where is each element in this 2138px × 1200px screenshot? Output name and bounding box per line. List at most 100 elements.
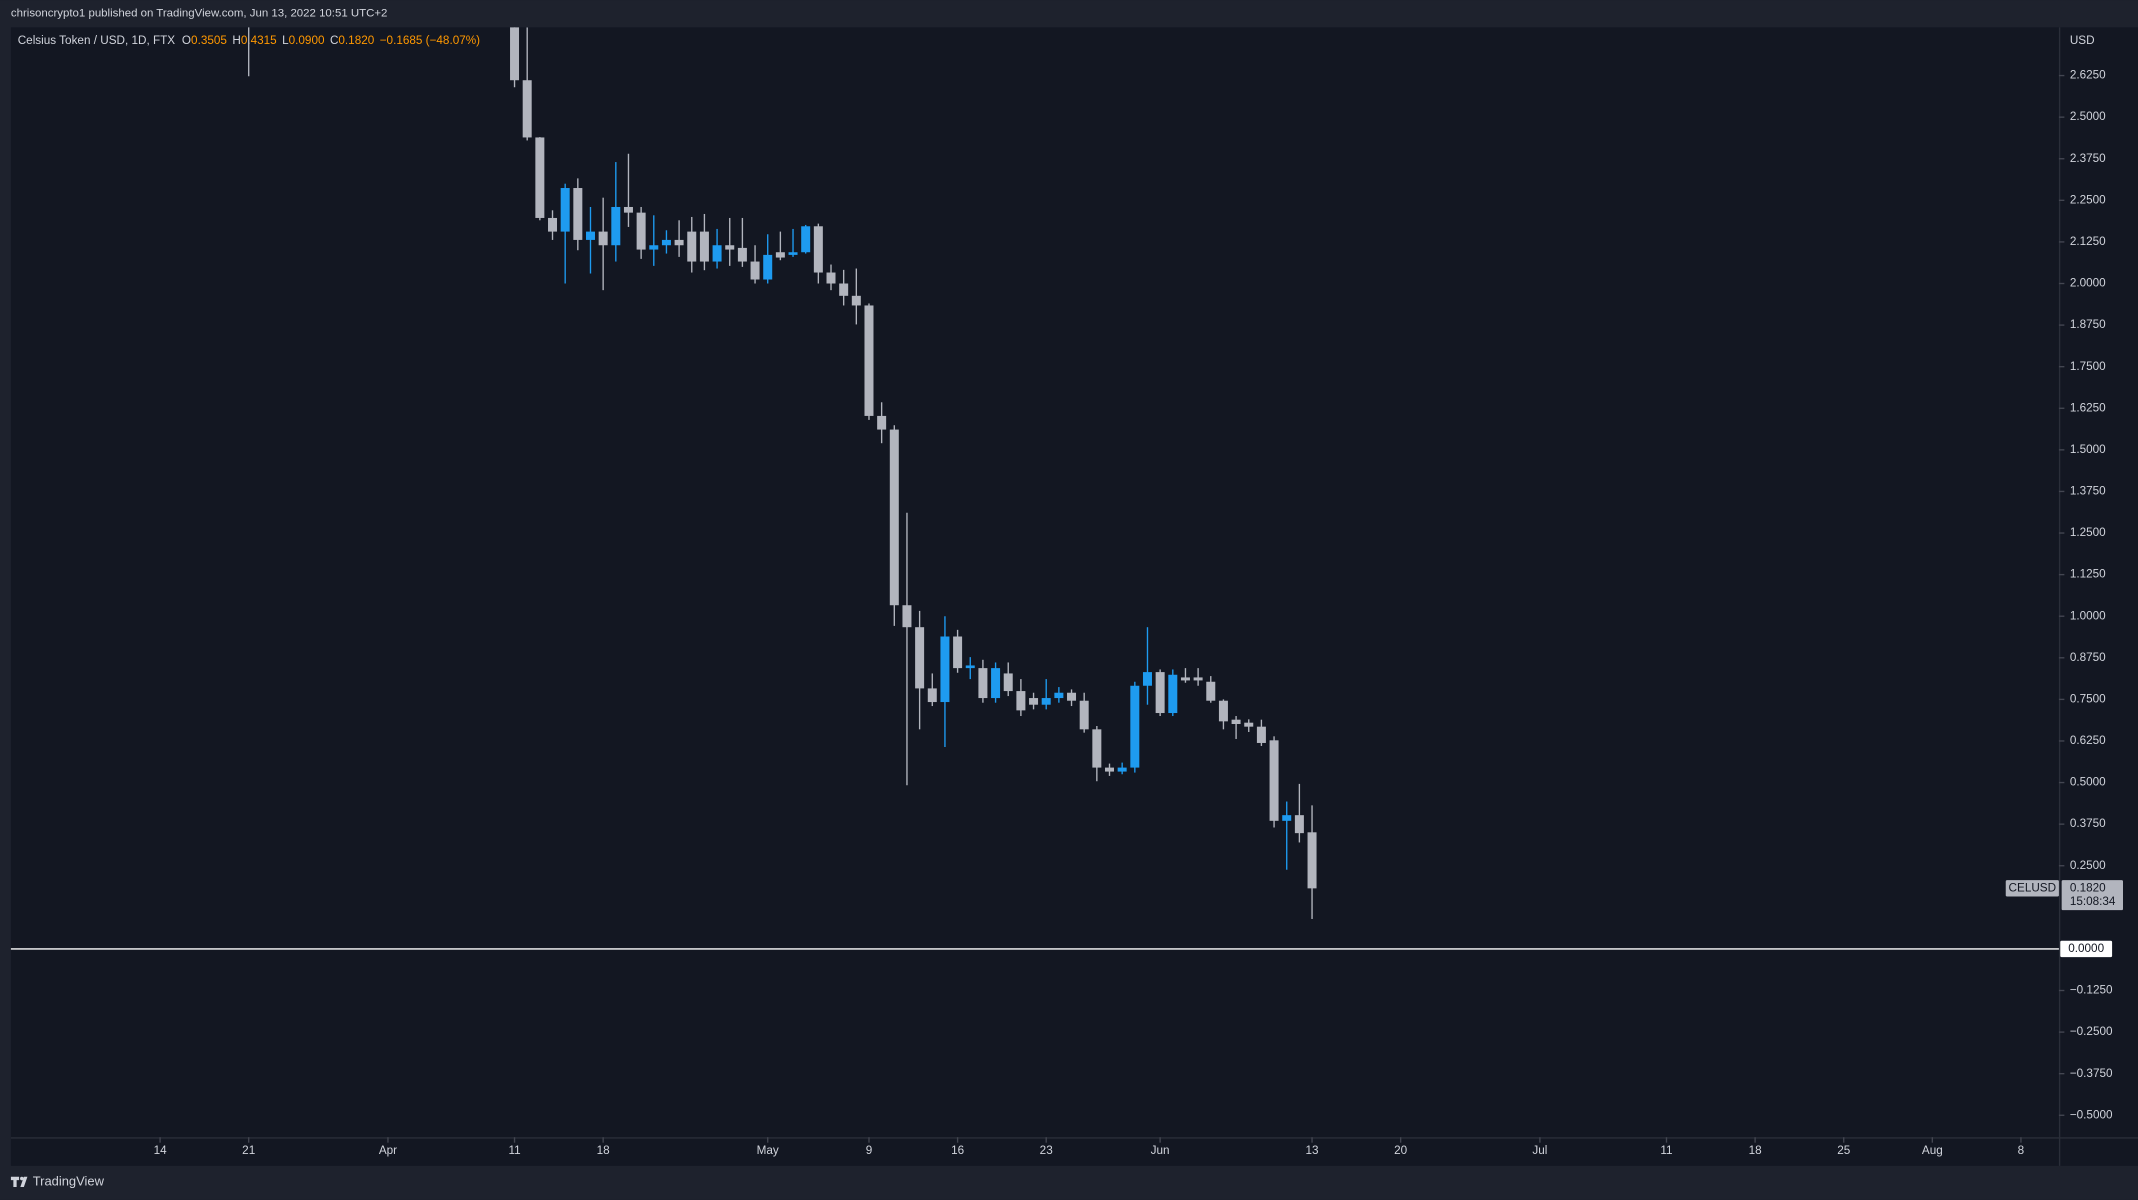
candle-body: [813, 226, 823, 273]
candle-body: [1294, 815, 1304, 834]
y-tick-label: 0.2500: [2070, 859, 2106, 872]
brand: TradingView: [33, 1174, 105, 1189]
ohlc-label: C: [330, 34, 339, 47]
x-tick-label: 25: [1837, 1144, 1851, 1157]
candle-body: [864, 305, 874, 416]
candle-body: [1269, 740, 1279, 821]
y-tick-label: −0.3750: [2070, 1067, 2113, 1080]
x-tick-label: Jun: [1151, 1144, 1170, 1157]
candle-body: [1180, 677, 1190, 681]
candle-body: [877, 415, 887, 430]
x-tick-label: 21: [242, 1144, 255, 1157]
x-tick-label: 8: [2018, 1144, 2025, 1157]
candle-body: [623, 206, 633, 213]
y-tick-label: 2.5000: [2070, 110, 2106, 123]
y-tick-label: 2.3750: [2070, 152, 2106, 165]
candle-body: [953, 636, 963, 669]
y-tick-label: 0.5000: [2070, 776, 2106, 789]
candle-body: [1307, 832, 1317, 889]
candle-body: [826, 272, 836, 284]
price-tag-box: [2061, 880, 2124, 911]
x-tick-label: Jul: [1532, 1144, 1547, 1157]
candle-body: [1256, 726, 1266, 743]
x-tick-label: Apr: [379, 1144, 397, 1157]
x-tick-label: 16: [951, 1144, 964, 1157]
x-tick-label: 18: [597, 1144, 611, 1157]
candle-body: [1079, 700, 1089, 730]
candle-body: [763, 254, 773, 280]
candle-body: [1142, 672, 1152, 686]
price-tag-value: 0.1820: [2070, 881, 2106, 894]
candle-body: [573, 188, 583, 240]
x-tick-label: May: [757, 1144, 779, 1157]
x-tick-label: 14: [154, 1144, 168, 1157]
x-tick-label: 9: [866, 1144, 873, 1157]
candle-body: [1231, 719, 1241, 725]
y-tick-label: 1.0000: [2070, 609, 2106, 622]
y-tick-label: 2.2500: [2070, 193, 2106, 206]
attribution: chrisoncrypto1 published on TradingView.…: [11, 8, 388, 20]
hline-tag: [2060, 940, 2113, 958]
y-tick-label: 0.7500: [2070, 692, 2106, 705]
candle-body: [1117, 767, 1127, 772]
candle-body: [1168, 674, 1178, 714]
y-unit: USD: [2070, 34, 2095, 47]
candle-body: [611, 206, 621, 246]
candle-body: [1105, 767, 1115, 772]
candle-body: [775, 252, 785, 258]
symbol-tag-box: [2005, 880, 2059, 897]
candle-body: [1282, 815, 1292, 821]
candle-body: [548, 217, 558, 232]
candle-body: [661, 239, 671, 246]
x-tick-label: 18: [1749, 1144, 1763, 1157]
y-tick-label: 1.5000: [2070, 443, 2106, 456]
ohlc-value: 0.3505: [191, 34, 227, 47]
candle-body: [699, 231, 709, 262]
x-tick-label: 13: [1306, 1144, 1319, 1157]
plot-background: [10, 27, 2138, 1166]
y-tick-label: 1.3750: [2070, 485, 2106, 498]
candle-body: [851, 295, 861, 306]
y-tick-label: 2.6250: [2070, 69, 2106, 82]
y-tick-label: 0.3750: [2070, 817, 2106, 830]
x-tick-label: 20: [1394, 1144, 1408, 1157]
candle-body: [510, 27, 520, 81]
candle-body: [1092, 729, 1102, 768]
candle-body: [636, 212, 646, 250]
candle-body: [560, 188, 570, 232]
y-tick-label: 1.8750: [2070, 318, 2106, 331]
candle-body: [839, 283, 849, 296]
candle-body: [788, 252, 798, 255]
x-tick-label: Aug: [1922, 1144, 1943, 1157]
candle-body: [585, 231, 595, 240]
y-tick-label: 0.6250: [2070, 734, 2106, 747]
hline-label: 0.0000: [2068, 942, 2104, 955]
candle-body: [978, 668, 988, 699]
y-tick-label: −0.1250: [2070, 984, 2113, 997]
candle-body: [712, 245, 722, 262]
y-tick-label: 1.1250: [2070, 568, 2106, 581]
x-tick-label: 23: [1040, 1144, 1053, 1157]
candle-body: [991, 668, 1001, 699]
candle-body: [1206, 681, 1216, 701]
candle-body: [1054, 692, 1064, 699]
candle-body: [1041, 698, 1051, 705]
y-tick-label: −0.2500: [2070, 1025, 2113, 1038]
candle-body: [889, 429, 899, 606]
candle-body: [1244, 722, 1254, 727]
symbol-tag: CELUSD: [2009, 881, 2057, 894]
candle-body: [1155, 672, 1165, 714]
candle-body: [1003, 673, 1013, 692]
candle-body: [915, 627, 925, 689]
candle-body: [750, 261, 760, 280]
ohlc-value: 0.4315: [241, 34, 277, 47]
candle-body: [687, 231, 697, 262]
change: −0.1685 (−48.07%): [380, 34, 480, 47]
candle-body: [965, 665, 975, 669]
x-tick-label: 11: [508, 1144, 520, 1157]
candle-body: [1130, 685, 1140, 768]
ohlc-label: O: [182, 34, 191, 47]
symbol: Celsius Token / USD, 1D, FTX: [18, 34, 176, 47]
candle-body: [927, 688, 937, 703]
